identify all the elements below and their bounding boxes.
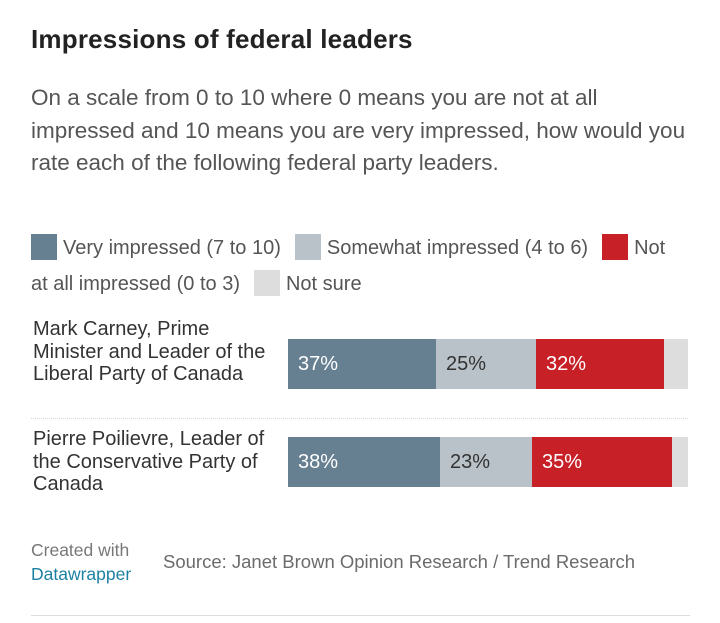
footer-divider	[31, 615, 690, 616]
bar-value-label: 38%	[298, 451, 339, 473]
bar-value-label: 25%	[446, 353, 487, 375]
row-label: Mark Carney, Prime Minister and Leader o…	[33, 318, 266, 385]
credit: Created with Datawrapper	[31, 538, 131, 586]
created-with-text: Created with	[31, 540, 130, 560]
legend-label: Very impressed (7 to 10)	[63, 237, 281, 259]
bar-value-label: 32%	[546, 353, 587, 375]
bar-segment	[440, 437, 532, 487]
bar-segment	[536, 339, 664, 389]
bar-segment	[664, 339, 688, 389]
bar-segment	[288, 437, 440, 487]
bar-value-label: 23%	[450, 451, 491, 473]
legend-item: Not sure	[253, 270, 362, 296]
bar-segment	[532, 437, 672, 487]
bar-value-label: 35%	[542, 451, 583, 473]
bar-value-label: 37%	[298, 353, 339, 375]
legend-label: Somewhat impressed (4 to 6)	[326, 237, 589, 259]
legend-item: Somewhat impressed (4 to 6)	[294, 234, 589, 260]
chart-title: Impressions of federal leaders	[31, 24, 413, 54]
legend-swatch	[294, 234, 321, 260]
source-text: Source: Janet Brown Opinion Research / T…	[163, 551, 635, 572]
legend-item: Very impressed (7 to 10)	[31, 234, 281, 260]
bar-segment	[436, 339, 536, 389]
legend-label: Not sure	[285, 273, 362, 295]
legend-label: Not at all impressed (0 to 3)	[31, 237, 666, 295]
bar-segment	[672, 437, 688, 487]
legend-swatch	[602, 234, 629, 260]
row-divider	[31, 418, 688, 419]
datawrapper-link[interactable]: Datawrapper	[31, 564, 132, 584]
legend: Very impressed (7 to 10) Somewhat impress…	[31, 230, 681, 302]
legend-swatch	[253, 270, 280, 296]
bar-segment	[288, 339, 436, 389]
bar-track: 37% 25% 32%	[288, 339, 688, 389]
chart-subtitle: On a scale from 0 to 10 where 0 means yo…	[31, 85, 686, 175]
bar-track: 38% 23% 35%	[288, 437, 688, 487]
row-label: Pierre Poilievre, Leader of the Conserva…	[33, 428, 265, 495]
legend-item: Not at all impressed (0 to 3)	[31, 234, 666, 295]
legend-swatch	[31, 234, 57, 260]
